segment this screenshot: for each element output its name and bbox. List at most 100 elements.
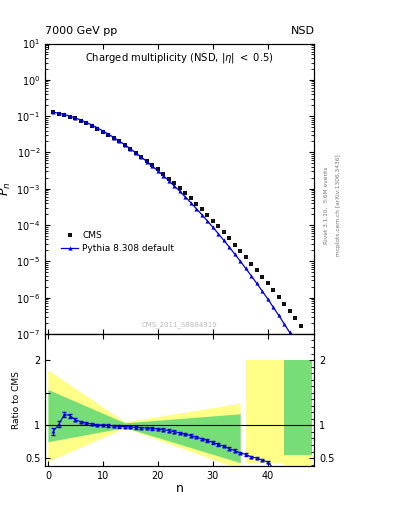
Pythia 8.308 default <box>254 280 259 286</box>
Pythia 8.308 default <box>260 288 264 294</box>
CMS <box>194 201 198 207</box>
Pythia 8.308 default <box>188 200 193 206</box>
Bar <box>284 360 312 455</box>
Pythia 8.308 default <box>265 296 270 302</box>
Pythia 8.308 default <box>156 168 160 174</box>
CMS <box>178 185 182 191</box>
CMS <box>112 135 116 141</box>
CMS <box>79 118 83 124</box>
CMS <box>150 162 155 168</box>
Pythia 8.308 default <box>145 158 149 164</box>
Pythia 8.308 default <box>282 321 286 327</box>
Line: Pythia 8.308 default: Pythia 8.308 default <box>51 110 292 334</box>
CMS <box>276 294 281 300</box>
Bar <box>246 360 284 463</box>
Bar <box>284 360 312 466</box>
CMS <box>287 308 292 314</box>
CMS <box>199 206 204 212</box>
Pythia 8.308 default <box>271 304 275 310</box>
CMS <box>183 190 187 196</box>
Pythia 8.308 default <box>167 178 171 184</box>
CMS <box>73 115 78 121</box>
Pythia 8.308 default <box>68 113 72 119</box>
Pythia 8.308 default <box>227 244 231 250</box>
Pythia 8.308 default <box>172 183 177 189</box>
CMS <box>84 120 89 126</box>
CMS <box>243 254 248 260</box>
Legend: CMS, Pythia 8.308 default: CMS, Pythia 8.308 default <box>58 227 178 257</box>
Pythia 8.308 default <box>84 119 89 125</box>
Pythia 8.308 default <box>57 110 61 116</box>
Pythia 8.308 default <box>232 251 237 257</box>
Pythia 8.308 default <box>106 131 111 137</box>
Pythia 8.308 default <box>150 163 155 169</box>
CMS <box>172 180 177 186</box>
CMS <box>101 129 105 135</box>
CMS <box>139 154 144 160</box>
CMS <box>293 315 298 322</box>
Text: NSD: NSD <box>290 26 314 36</box>
Pythia 8.308 default <box>194 205 198 211</box>
Pythia 8.308 default <box>249 273 253 279</box>
Text: Rivet 3.1.10,  3.6M events: Rivet 3.1.10, 3.6M events <box>324 166 329 244</box>
Y-axis label: Ratio to CMS: Ratio to CMS <box>12 371 21 429</box>
Pythia 8.308 default <box>210 224 215 230</box>
CMS <box>254 267 259 273</box>
Pythia 8.308 default <box>216 230 220 237</box>
CMS <box>205 212 209 218</box>
Pythia 8.308 default <box>178 188 182 195</box>
CMS <box>95 125 100 132</box>
Pythia 8.308 default <box>205 218 209 224</box>
CMS <box>221 229 226 236</box>
Pythia 8.308 default <box>73 115 78 121</box>
Pythia 8.308 default <box>128 146 133 152</box>
Pythia 8.308 default <box>161 173 166 179</box>
Pythia 8.308 default <box>51 109 56 115</box>
CMS <box>167 176 171 182</box>
Pythia 8.308 default <box>199 211 204 218</box>
CMS <box>145 158 149 164</box>
Text: Charged multiplicity (NSD, |$\eta$| $<$ 0.5): Charged multiplicity (NSD, |$\eta$| $<$ … <box>85 51 274 65</box>
Pythia 8.308 default <box>287 329 292 335</box>
CMS <box>106 132 111 138</box>
CMS <box>62 112 67 118</box>
Text: CMS_2011_S8884919: CMS_2011_S8884919 <box>142 322 218 328</box>
CMS <box>128 145 133 152</box>
CMS <box>156 166 160 173</box>
Pythia 8.308 default <box>276 312 281 318</box>
Text: 7000 GeV pp: 7000 GeV pp <box>45 26 118 36</box>
Pythia 8.308 default <box>134 150 138 156</box>
CMS <box>271 287 275 293</box>
Line: CMS: CMS <box>51 110 303 328</box>
CMS <box>134 150 138 156</box>
Pythia 8.308 default <box>62 112 67 118</box>
Pythia 8.308 default <box>95 125 100 131</box>
CMS <box>232 242 237 248</box>
Pythia 8.308 default <box>243 265 248 271</box>
CMS <box>298 323 303 329</box>
CMS <box>68 114 72 120</box>
CMS <box>90 123 94 129</box>
Pythia 8.308 default <box>112 135 116 141</box>
Pythia 8.308 default <box>90 122 94 128</box>
CMS <box>216 223 220 229</box>
CMS <box>249 261 253 267</box>
CMS <box>117 138 122 144</box>
CMS <box>210 218 215 224</box>
CMS <box>282 301 286 307</box>
Pythia 8.308 default <box>123 142 127 148</box>
Pythia 8.308 default <box>117 138 122 144</box>
CMS <box>123 142 127 148</box>
CMS <box>238 248 242 254</box>
CMS <box>51 109 56 115</box>
Pythia 8.308 default <box>139 154 144 160</box>
Pythia 8.308 default <box>79 117 83 123</box>
CMS <box>188 196 193 202</box>
Text: mcplots.cern.ch [arXiv:1306.3436]: mcplots.cern.ch [arXiv:1306.3436] <box>336 154 341 255</box>
CMS <box>57 111 61 117</box>
CMS <box>161 171 166 177</box>
CMS <box>227 235 231 241</box>
X-axis label: n: n <box>176 482 184 495</box>
Pythia 8.308 default <box>183 194 187 200</box>
Pythia 8.308 default <box>238 258 242 264</box>
